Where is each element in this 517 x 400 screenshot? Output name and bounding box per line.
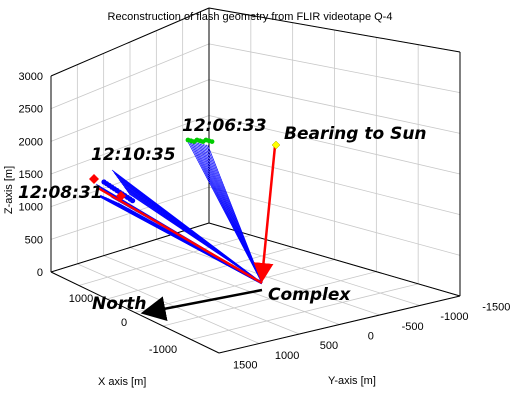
z-tick-label: 2500 — [19, 104, 43, 116]
axes-box-edge — [50, 222, 210, 273]
axes-box-edge — [50, 7, 210, 77]
y-grid-floor — [182, 230, 420, 306]
x-axis-label: X axis [m] — [98, 376, 146, 388]
z-tick-label: 3000 — [19, 71, 43, 83]
annotation-12-08-31: 12:08:31 — [18, 183, 103, 203]
axes-box-edge — [208, 7, 461, 53]
red-flash-marker — [116, 191, 126, 201]
y-grid-floor — [129, 247, 340, 325]
z-tick-label: 0 — [37, 267, 43, 279]
vectors — [140, 145, 277, 321]
annotation-complex: Complex — [268, 285, 351, 305]
blue-flash-marker — [130, 198, 136, 204]
annotation-bearing-to-sun: Bearing to Sun — [284, 124, 427, 144]
x-tick-label: 1000 — [69, 293, 93, 305]
annotation-12-10-35: 12:10:35 — [91, 145, 176, 165]
axes-box — [50, 7, 461, 354]
flash-ray-red — [97, 186, 263, 285]
z-tick-label: 1500 — [19, 169, 43, 181]
z-tick-label: 2000 — [19, 136, 43, 148]
axes-box-edge — [208, 222, 461, 297]
north-vector — [140, 288, 263, 321]
annotations: 12:06:33 Bearing to Sun 12:10:35 12:08:31 Co… — [18, 116, 427, 314]
z-tick-label: 1000 — [19, 202, 43, 214]
y-grid-floor — [103, 255, 300, 335]
flash-ray — [128, 193, 263, 284]
flash-rays — [95, 139, 263, 285]
y-tick-label: 1500 — [233, 360, 257, 372]
flash-markers — [89, 137, 281, 204]
x-tick-label: 0 — [121, 317, 127, 329]
annotation-north: North — [92, 294, 147, 314]
y-tick-label: -500 — [402, 321, 424, 333]
y-axis-label: Y-axis [m] — [328, 375, 376, 387]
y-tick-label: -1000 — [440, 311, 468, 323]
z-axis-label: Z-axis [m] — [3, 166, 15, 214]
chart-title: Reconstruction of flash geometry from FL… — [108, 11, 393, 23]
y-tick-label: -1500 — [482, 302, 510, 314]
axes-box-edge — [218, 295, 461, 354]
y-tick-label: 500 — [320, 340, 338, 352]
sun-bearing-vector — [253, 145, 277, 283]
red-flash-marker — [89, 174, 99, 184]
flash-ray — [207, 145, 263, 284]
z-tick-label: 500 — [25, 234, 43, 246]
green-flash-marker — [209, 139, 215, 145]
tick-labels: 0 500 1000 1500 2000 2500 3000 1000 0 -1000 1500 10… — [19, 71, 511, 372]
y-tick-label: 0 — [368, 331, 374, 343]
y-tick-label: 1000 — [275, 350, 299, 362]
x-tick-label: -1000 — [149, 344, 177, 356]
axes-box-edge — [50, 271, 220, 354]
sun-marker — [271, 140, 281, 150]
annotation-12-06-33: 12:06:33 — [182, 116, 267, 136]
y-grid-floor — [77, 263, 260, 344]
